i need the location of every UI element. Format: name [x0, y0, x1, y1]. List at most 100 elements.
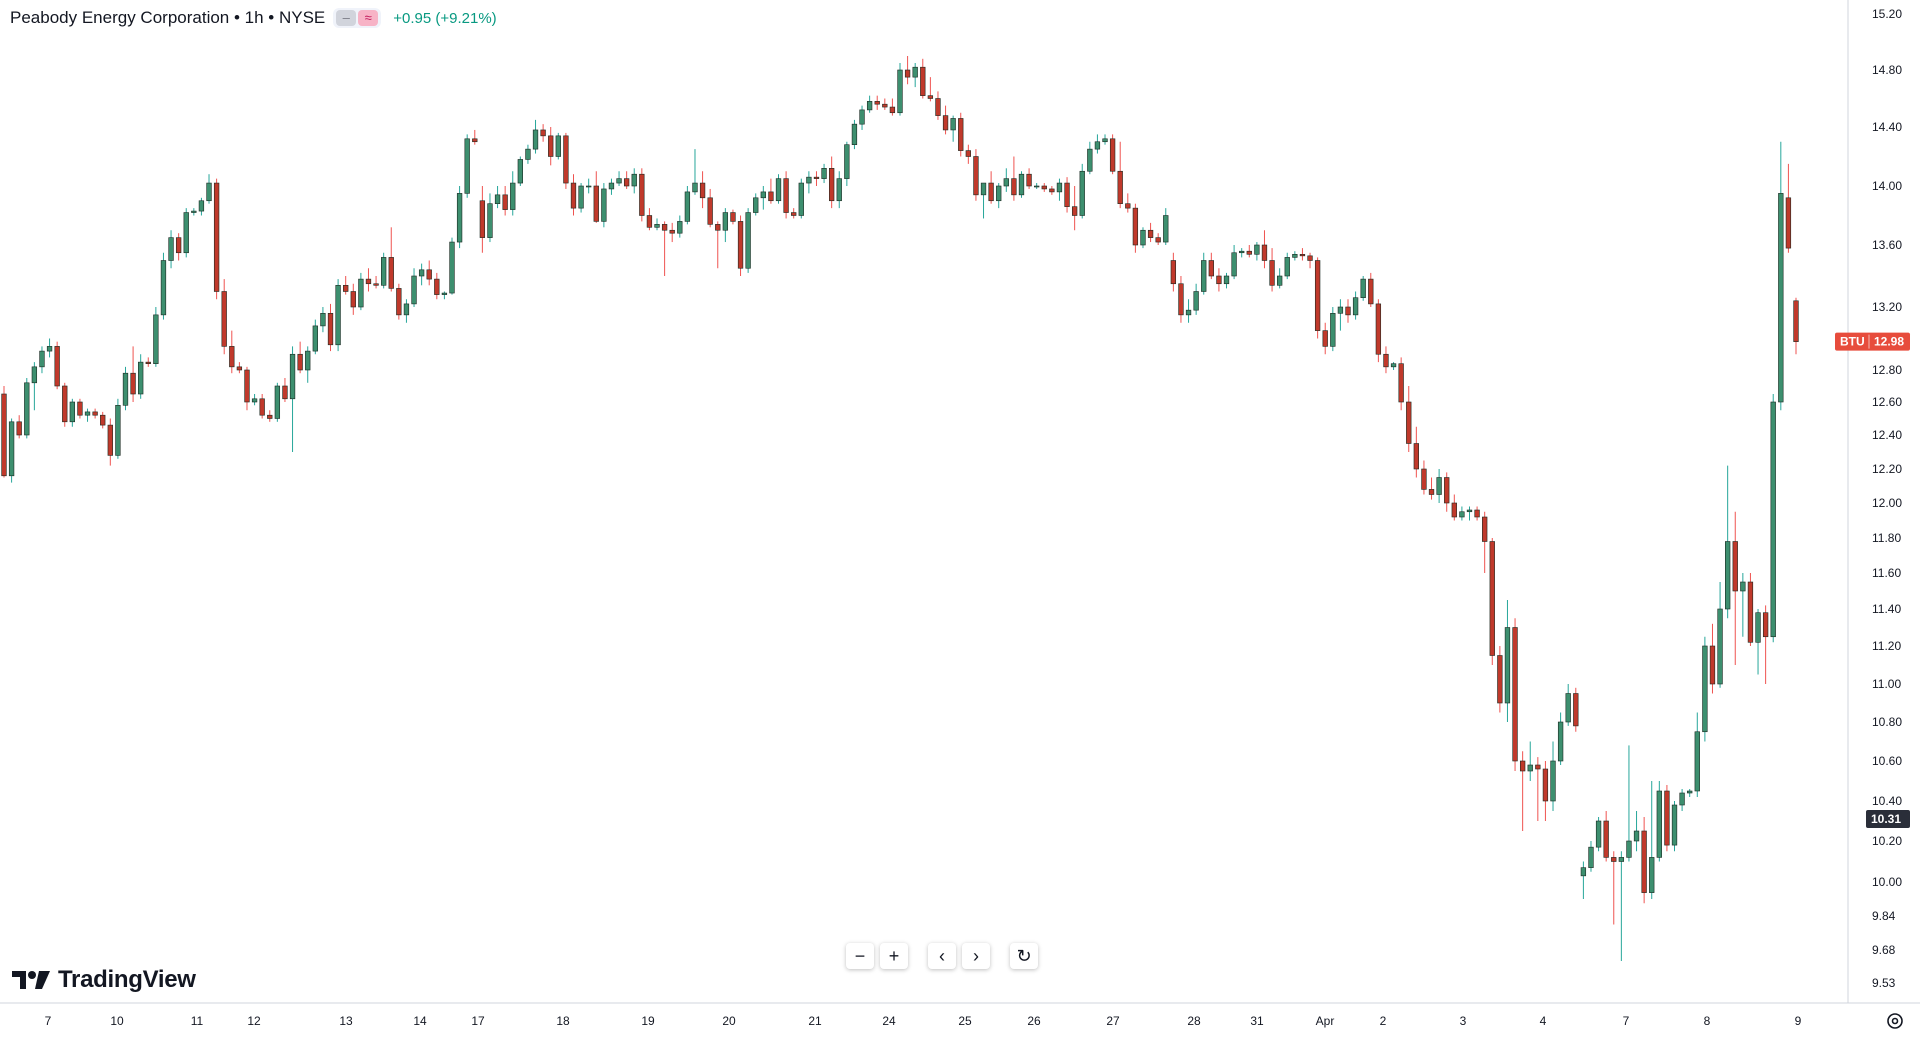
candle-body — [684, 191, 691, 222]
candle — [1360, 276, 1366, 301]
candle-body — [1747, 581, 1754, 643]
candle-body — [866, 101, 873, 111]
candle-body — [1299, 254, 1306, 257]
candle — [100, 411, 106, 429]
candle-body — [1163, 215, 1169, 243]
candle — [608, 178, 615, 195]
candle — [411, 268, 417, 307]
candle — [46, 338, 53, 358]
candle — [1071, 186, 1078, 231]
candle-body — [472, 138, 478, 143]
candle-body — [661, 224, 668, 231]
candle — [555, 132, 561, 160]
candle-body — [753, 197, 759, 213]
candle-body — [646, 215, 653, 228]
zoom-out-button[interactable]: − — [846, 943, 874, 969]
candle — [1056, 178, 1063, 201]
zoom-in-button[interactable]: + — [880, 943, 908, 969]
candle-body — [578, 185, 584, 209]
candle-body — [236, 366, 243, 371]
candle — [54, 341, 60, 390]
tradingview-logo[interactable]: TradingView — [12, 966, 196, 994]
candle-body — [1352, 297, 1359, 316]
candle — [84, 408, 91, 422]
candle — [1679, 789, 1685, 811]
candle — [813, 171, 820, 186]
scroll-right-button[interactable]: › — [962, 943, 990, 969]
candle — [988, 171, 994, 204]
candle — [1489, 538, 1495, 665]
reset-chart-button[interactable]: ↻ — [1010, 943, 1038, 969]
candle — [1588, 841, 1594, 872]
price-tick-label: 12.80 — [1872, 363, 1902, 377]
candle-body — [1489, 541, 1495, 656]
candle — [942, 105, 949, 135]
candle-body — [1778, 193, 1784, 403]
candle — [1740, 573, 1746, 637]
approx-icon[interactable]: ≈ — [358, 10, 379, 26]
candle-body — [1330, 312, 1336, 347]
price-tick-label: 12.00 — [1872, 496, 1902, 510]
candle-body — [639, 173, 645, 216]
candle — [1322, 322, 1328, 355]
candle-body — [138, 361, 144, 395]
candle — [1436, 469, 1442, 503]
time-tick-label: 21 — [808, 1014, 822, 1028]
candle-body — [191, 210, 197, 213]
price-tick-label: 12.60 — [1872, 395, 1902, 409]
candle — [1557, 712, 1564, 765]
candle — [1633, 811, 1640, 852]
candle — [631, 168, 637, 194]
candle — [1109, 134, 1116, 175]
candle — [851, 119, 858, 150]
candle — [935, 91, 941, 120]
minus-icon[interactable]: – — [336, 10, 357, 26]
candle-body — [168, 237, 174, 261]
candle — [77, 398, 83, 419]
candle — [305, 346, 311, 383]
candle — [1542, 761, 1549, 821]
candle-body — [130, 372, 136, 395]
minus-icon: − — [854, 946, 866, 966]
scroll-left-button[interactable]: ‹ — [928, 943, 956, 969]
candle — [1504, 600, 1511, 722]
candle-body — [821, 168, 827, 179]
candle-body — [1102, 138, 1108, 143]
candle — [213, 178, 220, 300]
candle — [806, 171, 812, 194]
candle-body — [213, 182, 220, 292]
candle-body — [198, 200, 205, 212]
candle — [1785, 163, 1792, 253]
candle — [1064, 177, 1070, 213]
candle-body — [1725, 541, 1731, 610]
candle — [548, 127, 554, 166]
candle — [1132, 203, 1139, 253]
gear-icon[interactable] — [1884, 1010, 1906, 1032]
time-tick-label: 14 — [413, 1014, 427, 1028]
candle — [1755, 609, 1761, 675]
candle-body — [1633, 830, 1640, 842]
candle-body — [31, 366, 38, 384]
candle — [502, 186, 508, 216]
candle — [1595, 817, 1602, 852]
candle-body — [1307, 255, 1313, 261]
symbol-title[interactable]: Peabody Energy Corporation • 1h • NYSE — [10, 8, 326, 27]
candle-body — [122, 372, 129, 406]
candle-body — [1762, 612, 1769, 638]
candle-body — [107, 424, 113, 456]
legend-toggle-pill[interactable]: – ≈ — [333, 8, 382, 28]
candle — [1717, 582, 1723, 688]
candle — [1428, 477, 1435, 500]
candle-body — [532, 129, 539, 150]
candle-body — [654, 224, 660, 228]
price-tick-label: 11.20 — [1872, 639, 1901, 653]
candle — [1778, 141, 1784, 411]
candle-body — [1641, 830, 1647, 893]
time-tick-label: 7 — [45, 1014, 52, 1028]
price-tick-label: 10.80 — [1872, 715, 1902, 729]
candle — [707, 188, 713, 228]
candle — [1231, 245, 1237, 280]
candle-body — [1436, 477, 1442, 495]
